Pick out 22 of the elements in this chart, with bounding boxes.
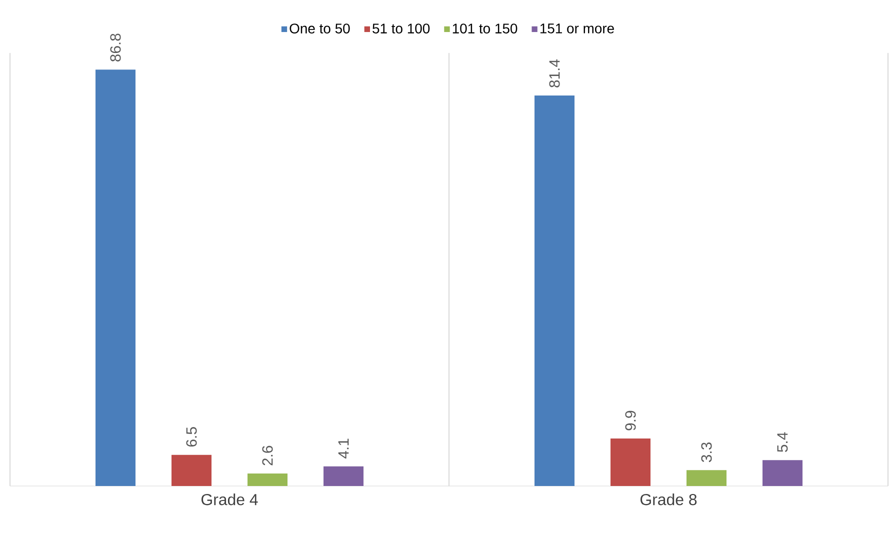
bar (324, 466, 364, 486)
legend-label: 151 or more (540, 24, 614, 34)
data-label: 81.4 (549, 59, 560, 88)
x-tick-label: Grade 8 (640, 494, 697, 506)
data-label: 5.4 (777, 432, 788, 452)
legend-label: 51 to 100 (372, 24, 430, 34)
bar (762, 460, 803, 486)
bar (172, 454, 212, 486)
data-label: 9.9 (625, 410, 636, 430)
data-label: 6.5 (186, 427, 197, 447)
bar (248, 474, 288, 486)
bar (610, 438, 651, 486)
x-tick-label: Grade 4 (202, 494, 258, 506)
bar (96, 70, 136, 486)
data-label: 3.3 (701, 442, 712, 462)
data-label: 86.8 (110, 34, 121, 62)
bar (534, 96, 575, 486)
data-label: 2.6 (262, 446, 273, 466)
legend-label: One to 50 (290, 24, 350, 34)
legend-label: 101 to 150 (452, 24, 518, 34)
bar (686, 470, 727, 486)
data-label: 4.1 (338, 438, 349, 458)
